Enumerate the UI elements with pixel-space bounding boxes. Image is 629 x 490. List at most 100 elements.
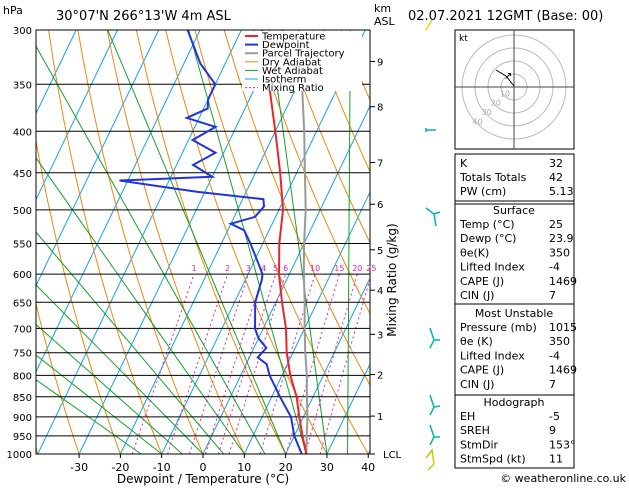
table-row-label: Temp (°C)	[459, 218, 515, 231]
pressure-tick-label: 600	[13, 270, 32, 281]
isotherm-line	[36, 30, 201, 373]
isotherm-line	[119, 30, 325, 454]
hodograph-ring-label: 30	[482, 108, 492, 117]
isotherm-line	[326, 363, 370, 454]
table-row-label: PW (cm)	[460, 185, 506, 198]
pressure-tick-label: 800	[13, 371, 32, 382]
mixing-ratio-label: 10	[310, 264, 320, 273]
copyright-text: © weatheronline.co.uk	[500, 472, 626, 485]
table-row-value: 1469	[549, 364, 577, 377]
pressure-tick-label: 550	[13, 239, 32, 250]
x-tick-label: 10	[237, 461, 251, 474]
table-row-value: 7	[549, 289, 556, 302]
legend-entry: Dewpoint	[262, 40, 310, 51]
x-tick-label: 40	[361, 461, 375, 474]
table-row-value: -4	[549, 261, 560, 274]
mixing-ratio-label: 15	[334, 264, 344, 273]
isotherm-line	[161, 30, 366, 454]
isotherm-line	[78, 30, 284, 454]
table-row-value: 42	[549, 171, 563, 184]
table-row-label: EH	[460, 410, 475, 423]
wind-barb-850	[429, 394, 441, 416]
hodograph-unit-label: kt	[459, 34, 468, 44]
hodograph-ring-label: 20	[491, 99, 501, 108]
pressure-tick-label: 350	[13, 80, 32, 91]
wind-barb-400	[425, 128, 436, 132]
hodograph-table-title: Hodograph	[484, 396, 545, 409]
pressure-tick-label: 450	[13, 169, 32, 180]
legend-entry: Temperature	[261, 32, 325, 43]
table-row-label: Dewp (°C)	[460, 232, 516, 245]
km-tick-label: 5	[377, 246, 383, 257]
table-row-value: 9	[549, 424, 556, 437]
dry-adiabat-line	[282, 30, 370, 244]
mixing-ratio-label: 5	[273, 264, 278, 273]
hodograph-trace	[495, 69, 515, 87]
mixing-ratio-line	[259, 273, 316, 454]
wind-barb-500	[425, 207, 441, 227]
isotherm-line	[243, 190, 370, 454]
legend-background	[242, 31, 362, 91]
km-tick-label: 9	[377, 57, 383, 68]
pressure-tick-label: 1000	[7, 450, 32, 461]
table-row-value: 25	[549, 218, 563, 231]
mixing-ratio-label: 6	[283, 264, 288, 273]
km-label: km	[374, 2, 391, 15]
km-tick-label: 2	[377, 371, 383, 382]
mixing-ratio-line	[217, 273, 277, 454]
legend-entry: Isotherm	[262, 75, 306, 86]
km-tick-label: 7	[377, 158, 383, 169]
table-row-value: 5.13	[549, 185, 574, 198]
most-unstable-title: Most Unstable	[475, 307, 554, 320]
surface-title: Surface	[493, 204, 535, 217]
table-row-label: Pressure (mb)	[460, 321, 537, 334]
table-row-label: StmSpd (kt)	[460, 453, 526, 466]
mixing-ratio-label: 1	[192, 264, 197, 273]
wet-adiabat-line	[36, 231, 225, 454]
wet-adiabat-line	[347, 30, 351, 454]
table-row-value: 1015	[549, 321, 577, 334]
pressure-tick-label: 650	[13, 298, 32, 309]
table-row-value: 153°	[549, 438, 576, 451]
table-row-label: K	[460, 157, 468, 170]
wet-adiabat-line	[36, 379, 142, 454]
pressure-tick-label: 900	[13, 413, 32, 424]
table-row-label: CIN (J)	[460, 378, 494, 391]
hodograph-table-box	[454, 394, 575, 469]
asl-label: ASL	[374, 15, 396, 28]
mixing-ratio-line	[228, 273, 287, 454]
table-row-value: -5	[549, 410, 560, 423]
mixing-ratio-line	[205, 273, 264, 454]
x-tick-label: 0	[200, 461, 207, 474]
table-row-label: Lifted Index	[460, 261, 525, 274]
table-row-value: 7	[549, 378, 556, 391]
x-tick-label: -30	[70, 461, 88, 474]
table-row-label: Lifted Index	[460, 349, 525, 362]
legend-entry: Parcel Trajectory	[262, 49, 345, 60]
pressure-axis: 300 350 400 450 500 550 600 650 700 750 800 850 900 9…	[7, 26, 32, 461]
pressure-gridlines	[36, 30, 370, 454]
parcel-trajectory-line	[298, 30, 309, 454]
mixing-ratio-line	[131, 273, 195, 454]
mixing-ratio-line	[188, 273, 249, 454]
table-row-label: CAPE (J)	[460, 364, 504, 377]
altitude-axis: 9 8 7 6 5 4 3 2 1 LCL	[370, 57, 402, 461]
table-row-value: 350	[549, 246, 570, 259]
table-row-value: 350	[549, 335, 570, 348]
legend-entry: Mixing Ratio	[262, 83, 324, 94]
km-tick-label: 6	[377, 200, 383, 211]
dry-adiabat-line	[36, 302, 80, 454]
wind-barb-925	[429, 424, 440, 446]
table-row-value: 11	[549, 453, 563, 466]
wind-barb-700	[429, 327, 440, 349]
mixing-ratio-label: 2	[225, 264, 230, 273]
x-tick-label: 20	[279, 461, 293, 474]
mixing-ratio-label: 4	[261, 264, 266, 273]
wet-adiabat-line	[36, 354, 163, 454]
km-tick-label: 3	[377, 330, 383, 341]
x-tick-label: 30	[320, 461, 334, 474]
table-row-value: 1469	[549, 275, 577, 288]
mixing-ratio-label: 20	[352, 264, 362, 273]
